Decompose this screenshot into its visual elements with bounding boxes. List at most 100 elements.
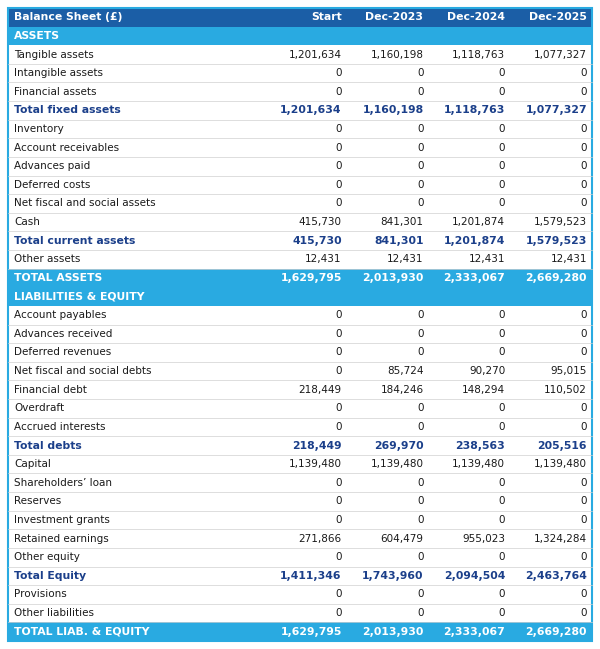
Text: 0: 0 (417, 68, 424, 78)
Text: 0: 0 (499, 347, 505, 358)
Bar (8, 119, 592, 138)
Text: 1,201,874: 1,201,874 (444, 236, 505, 246)
Text: 1,629,795: 1,629,795 (280, 273, 342, 283)
Text: 0: 0 (417, 403, 424, 413)
Bar (8, 306, 592, 324)
Text: 415,730: 415,730 (292, 236, 342, 246)
Text: 0: 0 (417, 329, 424, 339)
Text: 0: 0 (335, 310, 342, 320)
Text: 205,516: 205,516 (538, 441, 587, 450)
Bar (8, 45, 592, 64)
Text: 0: 0 (499, 199, 505, 208)
Text: 148,294: 148,294 (462, 385, 505, 395)
Text: 0: 0 (581, 329, 587, 339)
Text: Inventory: Inventory (14, 124, 64, 134)
Text: 0: 0 (417, 422, 424, 432)
Bar (8, 604, 592, 622)
Text: 0: 0 (417, 589, 424, 600)
Text: 1,201,634: 1,201,634 (289, 49, 342, 60)
Text: Deferred revenues: Deferred revenues (14, 347, 111, 358)
Bar (8, 8, 592, 27)
Text: 841,301: 841,301 (380, 217, 424, 227)
Text: 0: 0 (581, 589, 587, 600)
Text: 0: 0 (417, 552, 424, 562)
Text: 0: 0 (335, 143, 342, 153)
Text: 0: 0 (581, 124, 587, 134)
Text: 0: 0 (499, 608, 505, 618)
Text: 95,015: 95,015 (551, 366, 587, 376)
Text: 0: 0 (499, 310, 505, 320)
Text: Capital: Capital (14, 459, 51, 469)
Text: 1,201,634: 1,201,634 (280, 105, 342, 116)
Text: Start: Start (311, 12, 342, 22)
Text: Dec-2024: Dec-2024 (447, 12, 505, 22)
Text: 0: 0 (417, 478, 424, 488)
Text: 0: 0 (581, 310, 587, 320)
Text: 0: 0 (581, 161, 587, 171)
Text: 1,077,327: 1,077,327 (534, 49, 587, 60)
Text: 238,563: 238,563 (455, 441, 505, 450)
Text: 1,118,763: 1,118,763 (444, 105, 505, 116)
Text: Total current assets: Total current assets (14, 236, 136, 246)
Bar (8, 548, 592, 567)
Text: 0: 0 (417, 143, 424, 153)
Bar (8, 194, 592, 213)
Bar (8, 567, 592, 585)
Text: Deferred costs: Deferred costs (14, 180, 91, 190)
Text: 0: 0 (417, 124, 424, 134)
Bar (8, 176, 592, 194)
Text: 2,333,067: 2,333,067 (443, 273, 505, 283)
Text: 0: 0 (499, 161, 505, 171)
Text: 0: 0 (499, 422, 505, 432)
Text: 12,431: 12,431 (305, 254, 342, 264)
Text: 1,201,874: 1,201,874 (452, 217, 505, 227)
Text: 0: 0 (335, 329, 342, 339)
Text: 0: 0 (499, 589, 505, 600)
Text: 1,077,327: 1,077,327 (526, 105, 587, 116)
Text: 1,139,480: 1,139,480 (534, 459, 587, 469)
Text: 0: 0 (335, 608, 342, 618)
Text: 0: 0 (581, 496, 587, 506)
Text: 0: 0 (335, 515, 342, 525)
Text: Balance Sheet (£): Balance Sheet (£) (14, 12, 122, 22)
Text: 0: 0 (335, 124, 342, 134)
Text: 269,970: 269,970 (374, 441, 424, 450)
Text: 2,669,280: 2,669,280 (526, 627, 587, 637)
Text: 1,139,480: 1,139,480 (370, 459, 424, 469)
Text: 0: 0 (335, 589, 342, 600)
Text: 0: 0 (499, 552, 505, 562)
Text: Provisions: Provisions (14, 589, 67, 600)
Text: 0: 0 (499, 478, 505, 488)
Text: 0: 0 (499, 515, 505, 525)
Text: 0: 0 (581, 403, 587, 413)
Text: Financial assets: Financial assets (14, 87, 97, 97)
Text: 0: 0 (417, 87, 424, 97)
Text: 1,579,523: 1,579,523 (534, 217, 587, 227)
Text: 0: 0 (581, 515, 587, 525)
Text: 0: 0 (417, 310, 424, 320)
Text: TOTAL ASSETS: TOTAL ASSETS (14, 273, 102, 283)
Text: 271,866: 271,866 (299, 533, 342, 544)
Text: Total debts: Total debts (14, 441, 82, 450)
Text: 0: 0 (499, 329, 505, 339)
Text: 0: 0 (417, 496, 424, 506)
Text: Accrued interests: Accrued interests (14, 422, 106, 432)
Text: Shareholders’ loan: Shareholders’ loan (14, 478, 112, 488)
Bar (8, 157, 592, 176)
Bar (8, 213, 592, 232)
Text: Other assets: Other assets (14, 254, 80, 264)
Text: Dec-2023: Dec-2023 (365, 12, 424, 22)
Text: Advances received: Advances received (14, 329, 112, 339)
Text: 0: 0 (581, 422, 587, 432)
Text: 604,479: 604,479 (380, 533, 424, 544)
Text: 0: 0 (581, 68, 587, 78)
Text: 841,301: 841,301 (374, 236, 424, 246)
Bar (8, 380, 592, 399)
Text: 2,013,930: 2,013,930 (362, 273, 424, 283)
Text: 0: 0 (335, 87, 342, 97)
Text: Total fixed assets: Total fixed assets (14, 105, 121, 116)
Text: 0: 0 (581, 143, 587, 153)
Bar (8, 324, 592, 343)
Text: 218,449: 218,449 (299, 385, 342, 395)
Text: 0: 0 (499, 496, 505, 506)
